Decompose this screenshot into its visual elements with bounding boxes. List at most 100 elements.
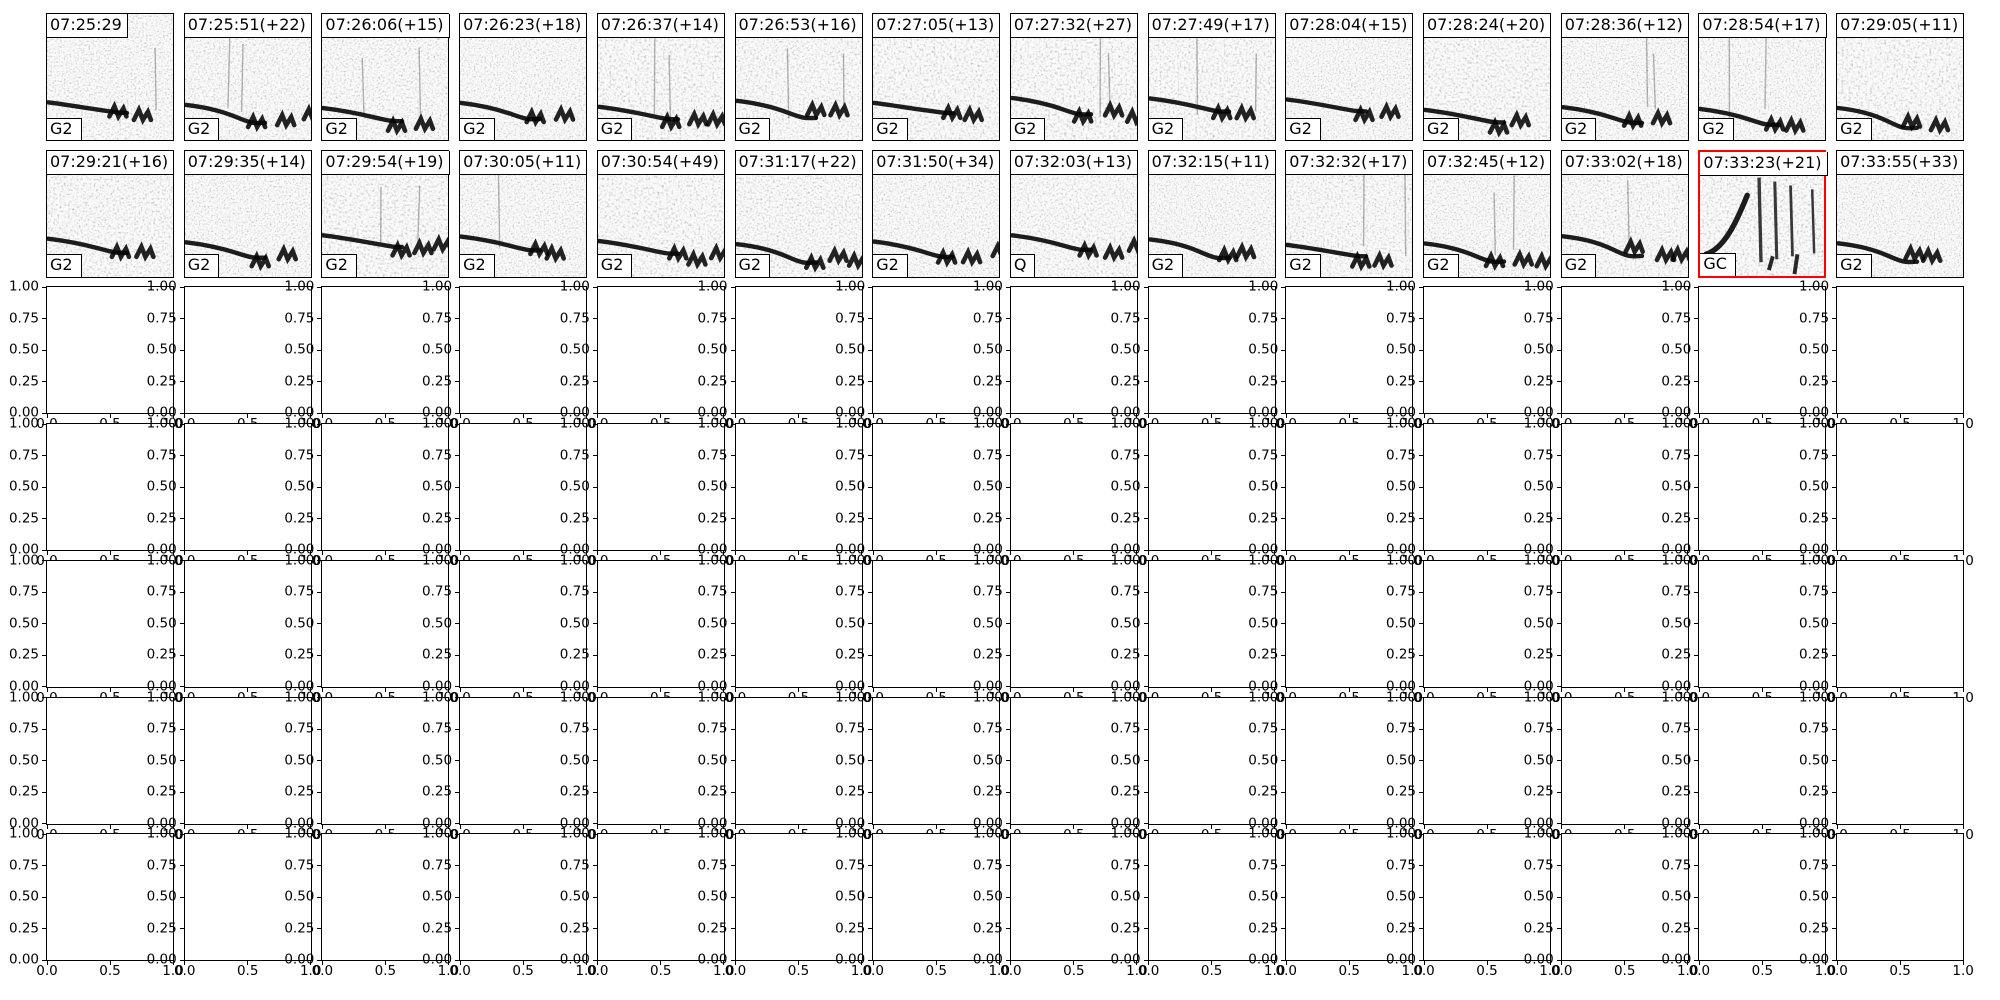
spectrogram-panel[interactable]: 07:33:55(+33) G2 — [1836, 149, 1965, 278]
spectrogram-panel[interactable]: 07:32:03(+13) Q — [1009, 149, 1138, 278]
y-tick-mark — [1419, 697, 1423, 698]
y-tick-mark — [1694, 760, 1699, 761]
y-tick-mark — [1143, 928, 1148, 930]
spectrogram-panel[interactable]: 07:31:50(+34) G2 — [872, 149, 1001, 278]
y-tick-mark — [1143, 318, 1148, 320]
spectrogram-panel[interactable]: 07:26:23(+18) G2 — [459, 13, 588, 141]
spectrogram-panel-highlighted[interactable]: 07:33:23(+21) GC — [1698, 149, 1828, 278]
y-tick-label: 0.50 — [1385, 341, 1416, 358]
x-tick-mark — [1148, 687, 1150, 692]
x-tick-label: 0.5 — [512, 963, 534, 980]
x-tick-mark — [1073, 824, 1075, 829]
x-tick-mark — [172, 551, 174, 556]
spectrogram-panel[interactable]: 07:29:54(+19) G2 — [321, 149, 450, 278]
y-tick-mark — [1832, 623, 1837, 625]
x-tick-mark — [321, 961, 323, 966]
x-tick-label: 1.0 — [1126, 963, 1148, 980]
y-tick-label: 1.00 — [972, 552, 1003, 569]
y-tick-mark — [868, 697, 873, 698]
y-tick-mark — [592, 318, 597, 320]
spectrogram-panel[interactable]: 07:26:37(+14) G2 — [596, 13, 725, 141]
x-tick-mark — [597, 414, 599, 419]
x-tick-mark — [872, 414, 874, 419]
y-tick-label: 0.75 — [422, 856, 453, 873]
x-tick-mark — [321, 551, 323, 556]
spectrogram-panel[interactable]: 07:28:24(+20) G2 — [1423, 13, 1552, 141]
spectrogram-panel[interactable]: 07:25:29 G2 — [46, 13, 174, 141]
spectrogram-panel[interactable]: 07:30:05(+11) G2 — [459, 149, 588, 278]
x-tick-mark — [1211, 687, 1213, 692]
y-tick-mark — [1005, 833, 1010, 835]
y-tick-mark — [592, 486, 597, 488]
y-tick-label: 1.00 — [559, 552, 590, 569]
x-tick-mark — [723, 687, 725, 692]
spectrogram-panel[interactable]: 07:33:02(+18) G2 — [1560, 149, 1689, 278]
x-tick-mark — [1411, 824, 1413, 829]
class-label: G2 — [47, 254, 82, 277]
y-tick-label: 0.50 — [1661, 751, 1692, 768]
y-tick-mark — [1005, 318, 1010, 320]
y-tick-mark — [1281, 318, 1286, 320]
y-tick-label: 0.00 — [422, 814, 453, 831]
y-tick-label: 0.50 — [1110, 341, 1141, 358]
class-label: G2 — [47, 117, 82, 140]
x-tick-label: 1.0 — [299, 963, 322, 980]
spectrogram-panel[interactable]: 07:32:15(+11) G2 — [1147, 149, 1276, 278]
spectrogram-panel[interactable]: 07:29:21(+16) G2 — [46, 149, 175, 278]
x-tick-mark — [1274, 551, 1276, 556]
x-tick-mark — [1136, 687, 1138, 692]
x-tick-mark — [1824, 687, 1826, 692]
y-tick-label: 0.50 — [1661, 341, 1692, 358]
spectrogram-panel[interactable]: 07:27:49(+17) G2 — [1147, 13, 1276, 141]
spectrogram-panel[interactable]: 07:26:06(+15) G2 — [321, 13, 450, 141]
spectrogram-panel[interactable]: 07:32:45(+12) G2 — [1423, 149, 1552, 278]
spectrogram-panel[interactable]: 07:27:05(+13) G2 — [872, 13, 1001, 141]
y-tick-mark — [1143, 549, 1148, 551]
y-tick-mark — [1281, 823, 1286, 824]
y-tick-label: 0.25 — [559, 919, 590, 936]
y-tick-label: 0.00 — [1248, 404, 1279, 421]
y-tick-label: 0.25 — [146, 509, 177, 526]
y-tick-label: 0.00 — [422, 541, 453, 558]
class-label: G2 — [184, 254, 220, 277]
y-tick-mark — [317, 760, 322, 761]
y-tick-mark — [455, 833, 460, 835]
spectrogram-panel[interactable]: 07:29:05(+11) G2 — [1836, 13, 1965, 141]
spectrogram-panel[interactable]: 07:30:54(+49) G2 — [596, 149, 725, 278]
x-tick-label: 1.0 — [1263, 963, 1286, 980]
spectrogram-panel[interactable]: 07:28:36(+12) G2 — [1560, 13, 1689, 141]
spectrogram-panel[interactable]: 07:28:54(+17) G2 — [1698, 13, 1827, 141]
y-tick-mark — [592, 623, 597, 625]
y-tick-mark — [179, 381, 184, 383]
y-tick-label: 1.00 — [1248, 688, 1279, 705]
y-tick-label: 0.75 — [284, 583, 315, 600]
spectrogram-panel[interactable]: 07:31:17(+22) G2 — [734, 149, 863, 278]
x-tick-label: 0.5 — [1338, 963, 1361, 980]
y-tick-mark — [592, 381, 597, 383]
y-tick-mark — [592, 686, 597, 688]
class-label: G2 — [1286, 117, 1321, 140]
y-tick-mark — [1005, 381, 1010, 383]
spectrogram-panel[interactable]: 07:29:35(+14) G2 — [183, 149, 312, 278]
x-tick-mark — [998, 961, 1000, 966]
class-label: G2 — [873, 254, 908, 277]
y-tick-label: 0.00 — [1523, 404, 1554, 421]
y-tick-mark — [1694, 486, 1699, 488]
timestamp-label: 07:28:04(+15) — [1286, 14, 1414, 39]
x-tick-label: 0.0 — [587, 963, 609, 980]
spectrogram-panel[interactable]: 07:28:04(+15) G2 — [1285, 13, 1414, 141]
y-tick-mark — [1143, 823, 1148, 824]
y-tick-label: 1.00 — [1385, 552, 1416, 569]
y-tick-label: 0.50 — [284, 478, 315, 495]
spectrogram-panel[interactable]: 07:27:32(+27) G2 — [1009, 13, 1138, 141]
x-tick-mark — [1010, 414, 1012, 419]
y-tick-mark — [455, 318, 460, 320]
spectrogram-panel[interactable]: 07:26:53(+16) G2 — [734, 13, 863, 141]
y-tick-label: 0.75 — [972, 856, 1003, 873]
spectrogram-panel[interactable]: 07:25:51(+22) G2 — [183, 13, 312, 141]
spectrogram-panel[interactable]: 07:32:32(+17) G2 — [1285, 149, 1414, 278]
x-tick-mark — [1687, 414, 1689, 419]
x-tick-mark — [447, 414, 449, 419]
y-tick-label: 0.75 — [1385, 310, 1416, 327]
